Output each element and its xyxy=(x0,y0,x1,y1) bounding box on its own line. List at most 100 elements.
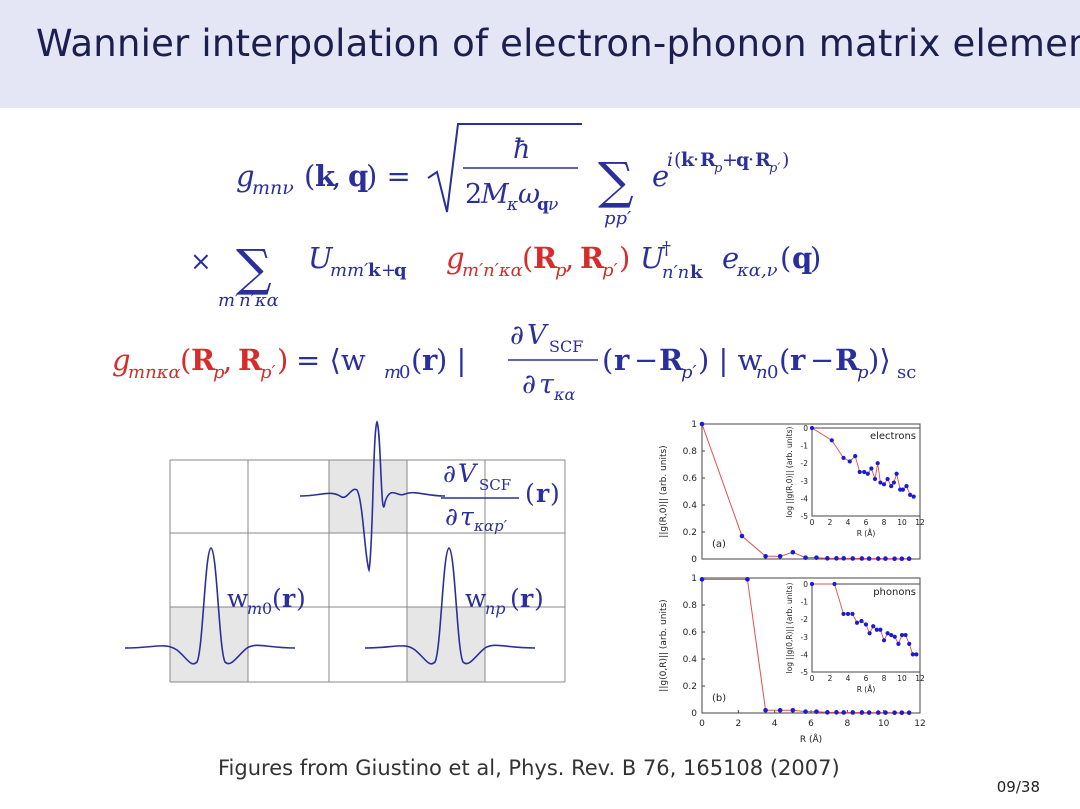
data-point xyxy=(790,549,796,555)
equation-2: × ∑ m′n′κα U mm′ k + q g m′n′κα ( R p , … xyxy=(190,238,821,311)
svg-text:,: , xyxy=(223,343,232,377)
inset-data-point xyxy=(907,641,912,646)
svg-text:∑: ∑ xyxy=(236,239,272,297)
x-tick-label: 6 xyxy=(808,719,814,729)
data-point xyxy=(883,556,888,561)
inset-frame xyxy=(811,583,921,673)
data-point xyxy=(841,710,846,715)
inset-data-point xyxy=(889,632,894,638)
wannier-m0-curve xyxy=(124,547,296,665)
y-tick-label: 0.2 xyxy=(683,682,697,692)
inset-data-point xyxy=(885,476,890,482)
y-tick-label: 0.4 xyxy=(683,501,698,511)
inset-y-tick-label: -3 xyxy=(801,477,809,486)
data-point xyxy=(790,708,796,713)
inset-x-tick-label: 10 xyxy=(897,518,907,527)
wannier-figure: w m 0 ( r ) w np ( r ) ∂ V SCF ∂ τ καp′ … xyxy=(124,420,566,683)
svg-text:(: ( xyxy=(522,241,533,275)
svg-text:R: R xyxy=(580,241,605,275)
svg-text:2: 2 xyxy=(465,179,482,210)
inset-data-point xyxy=(869,466,874,471)
svg-text:(: ( xyxy=(780,241,791,275)
svg-text:M: M xyxy=(480,179,510,210)
svg-text:V: V xyxy=(527,320,549,351)
inset-y-axis-label: log ||g(R,0)|| (arb. units) xyxy=(785,427,794,518)
svg-text:q: q xyxy=(736,149,749,171)
svg-text:p′: p′ xyxy=(260,362,276,383)
inset-data-point xyxy=(865,471,870,476)
inset-data-point xyxy=(874,627,879,632)
svg-text:0: 0 xyxy=(262,599,272,618)
svg-text:)⟩: )⟩ xyxy=(868,343,891,377)
svg-text:q: q xyxy=(537,195,549,215)
svg-text:0: 0 xyxy=(399,362,410,383)
svg-text:U: U xyxy=(308,241,334,275)
equations: g mnν ( k , q ) = ħ 2 M κ ω q ν ∑ pp′ e … xyxy=(112,123,916,404)
data-point xyxy=(745,577,750,582)
data-point xyxy=(699,577,705,582)
inset-data-point xyxy=(854,620,860,625)
svg-text:(: ( xyxy=(602,343,613,377)
svg-text:0: 0 xyxy=(767,362,778,383)
svg-text:e: e xyxy=(722,241,739,275)
svg-text:(: ( xyxy=(272,584,282,613)
svg-text:κα,ν: κα,ν xyxy=(736,260,778,281)
data-point xyxy=(841,556,846,561)
svg-text:+: + xyxy=(381,260,396,281)
inset-data-point xyxy=(871,624,876,629)
y-tick-label: 0.6 xyxy=(683,628,698,638)
svg-text:): ) xyxy=(277,343,288,377)
decay-charts: 0 0.2 0.4 0.6 0.8 1 ||g(R,0)|| (arb. units) (a)… xyxy=(659,420,926,745)
svg-text:q: q xyxy=(348,159,368,193)
data-point xyxy=(875,710,881,715)
inset-label: electrons xyxy=(870,431,916,442)
svg-text:R: R xyxy=(700,149,716,171)
svg-text:ħ: ħ xyxy=(513,134,530,165)
inset-data-point xyxy=(857,469,862,475)
svg-text:mm′: mm′ xyxy=(330,260,368,281)
x-tick-label: 4 xyxy=(772,719,778,729)
inset-data-point xyxy=(847,459,852,464)
svg-text:ω: ω xyxy=(518,179,540,210)
inset-x-tick-label: 4 xyxy=(846,518,851,527)
inset-y-tick-label: -2 xyxy=(801,459,809,468)
inset-data-point xyxy=(896,641,901,646)
y-tick-label: 0.4 xyxy=(683,655,698,665)
inset-x-tick-label: 12 xyxy=(915,518,925,527)
data-point xyxy=(906,710,912,716)
svg-text:k: k xyxy=(681,149,695,171)
svg-text:k: k xyxy=(368,260,381,281)
svg-text:m: m xyxy=(384,362,401,383)
svg-text:n: n xyxy=(756,362,768,383)
svg-text:m′n′κα: m′n′κα xyxy=(218,290,279,311)
svg-text:†: † xyxy=(662,238,671,259)
svg-text:−: − xyxy=(810,343,834,377)
svg-text:) =: ) = xyxy=(366,159,411,193)
svg-text:SCF: SCF xyxy=(549,337,583,356)
y-tick-label: 1 xyxy=(691,420,697,430)
svg-text:ν: ν xyxy=(548,195,558,215)
inset-x-tick-label: 2 xyxy=(828,518,833,527)
svg-text:κα: κα xyxy=(553,385,575,404)
figure-caption: Figures from Giustino et al, Phys. Rev. … xyxy=(218,756,840,780)
svg-text:p: p xyxy=(213,362,225,383)
x-tick-label: 12 xyxy=(914,719,925,729)
equation-3: g mnκα ( R p , R p′ ) = ⟨w m 0 ( r ) | ∂… xyxy=(112,320,916,404)
inset-y-tick-label: -5 xyxy=(801,668,809,677)
inset-label: phonons xyxy=(873,587,916,598)
svg-text:g: g xyxy=(446,241,465,275)
inset-x-tick-label: 0 xyxy=(810,674,815,683)
inset-data-point xyxy=(862,469,867,475)
svg-text:R: R xyxy=(835,343,860,377)
y-tick-label: 0 xyxy=(691,709,697,719)
svg-text:(: ( xyxy=(525,479,535,508)
data-point xyxy=(699,421,705,427)
data-point xyxy=(906,556,912,562)
inset-data-point xyxy=(911,494,916,499)
data-point xyxy=(777,554,783,559)
svg-text:+: + xyxy=(722,149,738,171)
x-tick-label: 2 xyxy=(735,719,741,729)
svg-text:τ: τ xyxy=(460,502,475,531)
data-point xyxy=(739,533,745,539)
svg-text:mnκα: mnκα xyxy=(128,362,181,383)
